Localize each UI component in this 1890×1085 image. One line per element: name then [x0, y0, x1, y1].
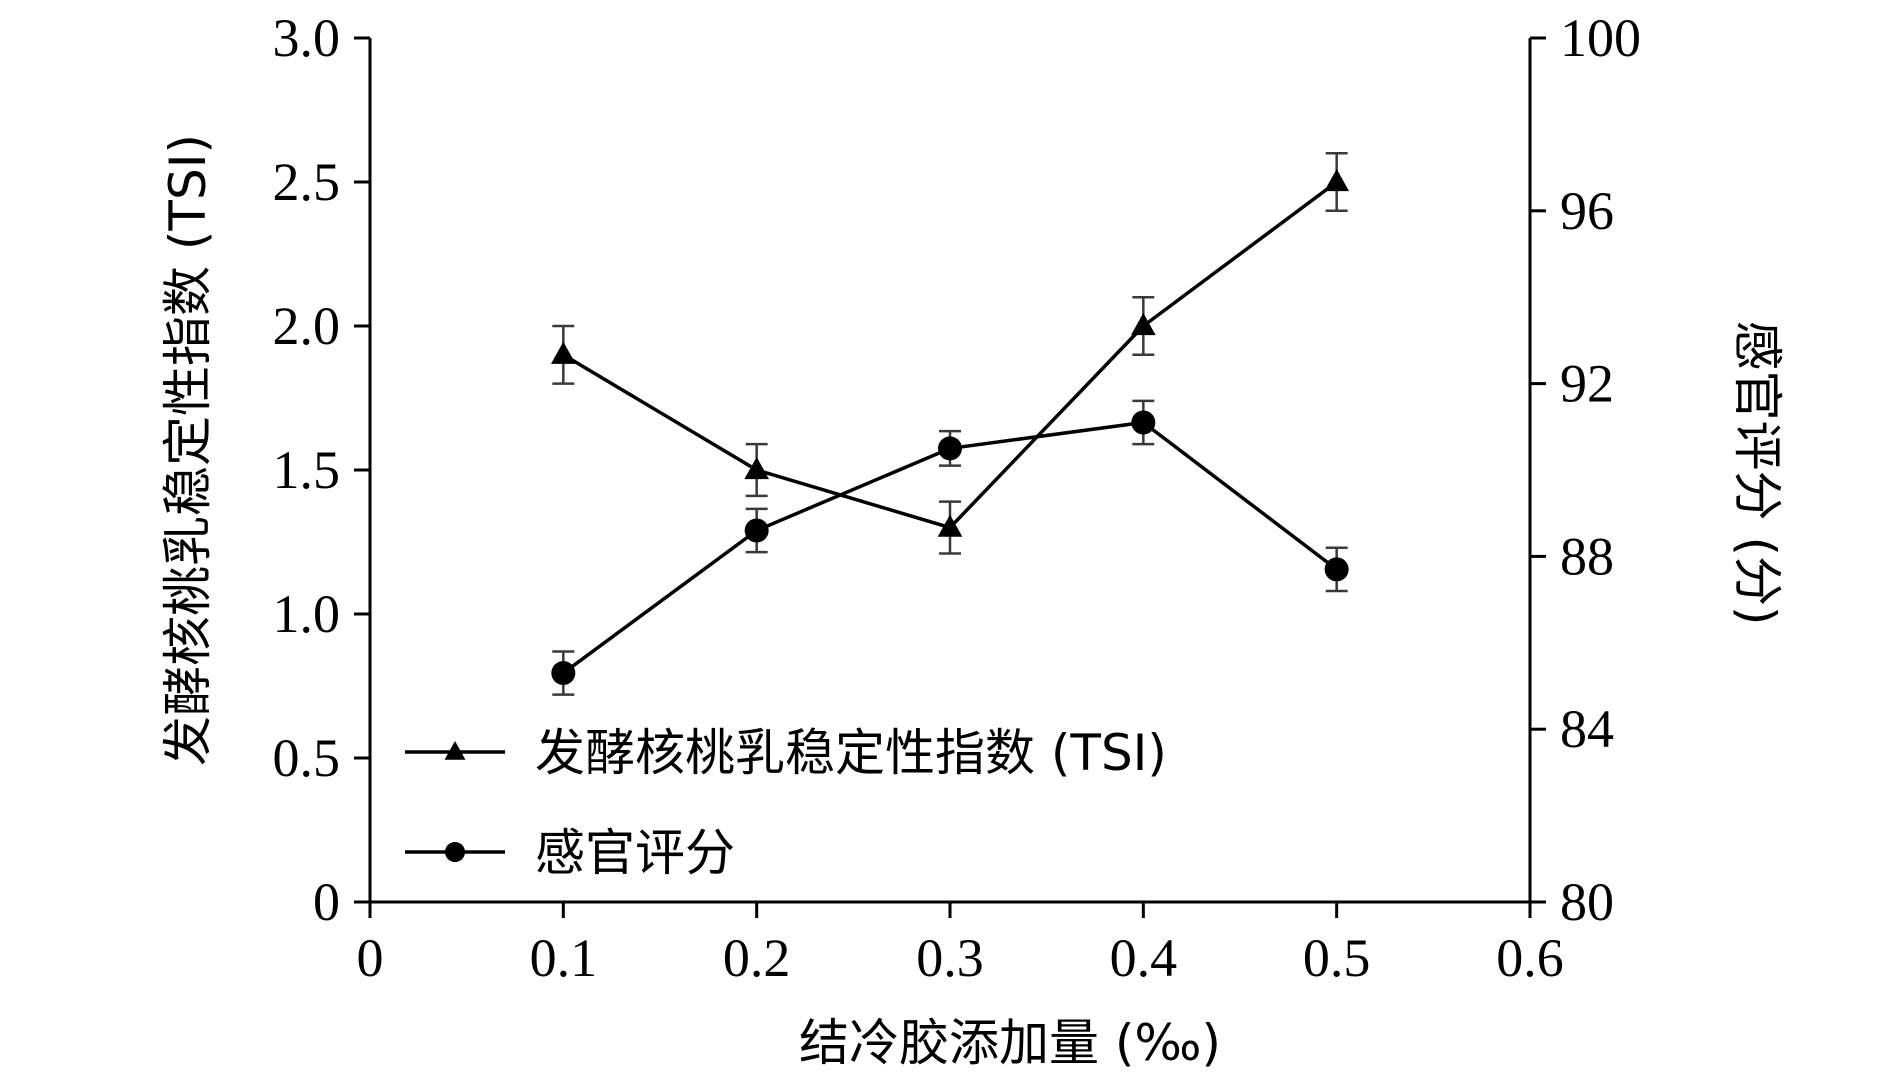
- y-right-tick-label: 88: [1560, 526, 1614, 586]
- x-tick-label: 0.3: [916, 928, 984, 988]
- legend: 发酵核桃乳稳定性指数 (TSI) 感官评分: [405, 724, 1167, 882]
- series-sensory-score: [551, 399, 1349, 696]
- series-line: [562, 180, 1338, 530]
- axes-layer: 0 0.1 0.2 0.3 0.4 0.5 0.6 0 0.5 1.0 1.5 2.0 2.5 3.0 80…: [273, 8, 1642, 988]
- data-point: [938, 436, 962, 461]
- y-left-tick-label: 0.5: [273, 728, 341, 788]
- y-right-tick-label: 92: [1560, 354, 1614, 414]
- data-point: [1130, 313, 1156, 336]
- x-tick-label: 0.2: [723, 928, 791, 988]
- data-point: [744, 518, 769, 543]
- legend-label: 感官评分: [535, 824, 735, 882]
- y-left-tick-label: 2.5: [273, 152, 341, 212]
- y-right-tick-label: 100: [1560, 8, 1641, 68]
- series-tsi: [550, 151, 1350, 555]
- series-layer: [550, 151, 1350, 696]
- y-right-tick-label: 80: [1560, 872, 1614, 932]
- x-tick-label: 0: [357, 928, 384, 988]
- data-point: [1324, 557, 1349, 582]
- data-point: [551, 661, 576, 686]
- x-axis-title: 结冷胶添加量 (‰): [799, 1014, 1221, 1072]
- y-left-tick-label: 3.0: [273, 8, 341, 68]
- y-right-tick-label: 96: [1560, 181, 1614, 241]
- y-left-tick-label: 1.0: [273, 584, 341, 644]
- legend-item: 发酵核桃乳稳定性指数 (TSI): [405, 724, 1167, 782]
- x-tick-label: 0.1: [530, 928, 598, 988]
- legend-item: 感官评分: [405, 824, 735, 882]
- x-tick-label: 0.5: [1303, 928, 1371, 988]
- data-point: [1131, 410, 1156, 435]
- data-point: [550, 341, 576, 364]
- data-point: [1324, 169, 1350, 192]
- y-left-tick-label: 0: [313, 872, 340, 932]
- y-right-tick-label: 84: [1560, 699, 1614, 759]
- x-tick-label: 0.4: [1110, 928, 1178, 988]
- y-left-tick-label: 2.0: [273, 296, 341, 356]
- y-axis-right-title: 感官评分 (分): [1728, 321, 1786, 626]
- y-left-tick-label: 1.5: [273, 440, 341, 500]
- x-tick-label: 0.6: [1496, 928, 1564, 988]
- legend-label: 发酵核桃乳稳定性指数 (TSI): [535, 724, 1167, 782]
- legend-marker-circle-icon: [445, 842, 465, 862]
- data-point: [744, 457, 770, 480]
- y-axis-left-title: 发酵核桃乳稳定性指数 (TSI): [159, 134, 217, 766]
- legend-marker-triangle-icon: [444, 741, 466, 760]
- data-point: [937, 514, 963, 537]
